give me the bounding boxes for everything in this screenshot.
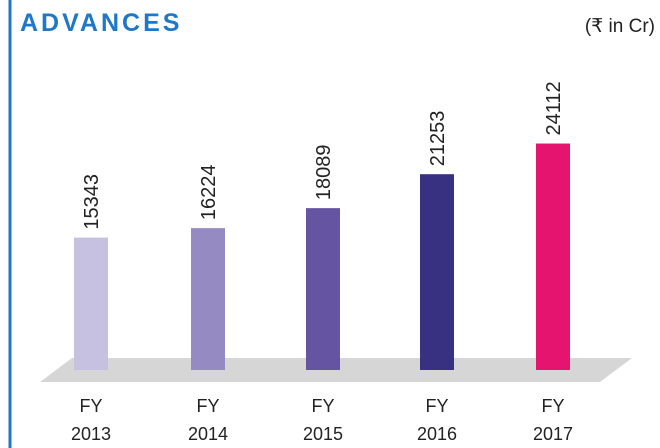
unit-note: (₹ in Cr) [585, 16, 655, 37]
bar [191, 228, 225, 370]
x-tick-label: FY 2013 [70, 396, 112, 444]
value-label: 18089 [313, 145, 335, 201]
x-tick-label: FY 2016 [416, 396, 458, 444]
value-label: 21253 [427, 111, 449, 167]
value-label: 16224 [198, 165, 220, 221]
bar [306, 208, 340, 370]
value-label: 24112 [543, 81, 565, 135]
x-tick-label: FY 2017 [532, 396, 574, 444]
bar [420, 174, 454, 370]
bar [536, 143, 570, 370]
x-tick-label: FY 2015 [302, 396, 344, 444]
chart-title: ADVANCES [20, 9, 182, 37]
value-label: 15343 [81, 174, 103, 230]
bar [74, 237, 108, 370]
x-tick-label: FY 2014 [187, 396, 229, 444]
